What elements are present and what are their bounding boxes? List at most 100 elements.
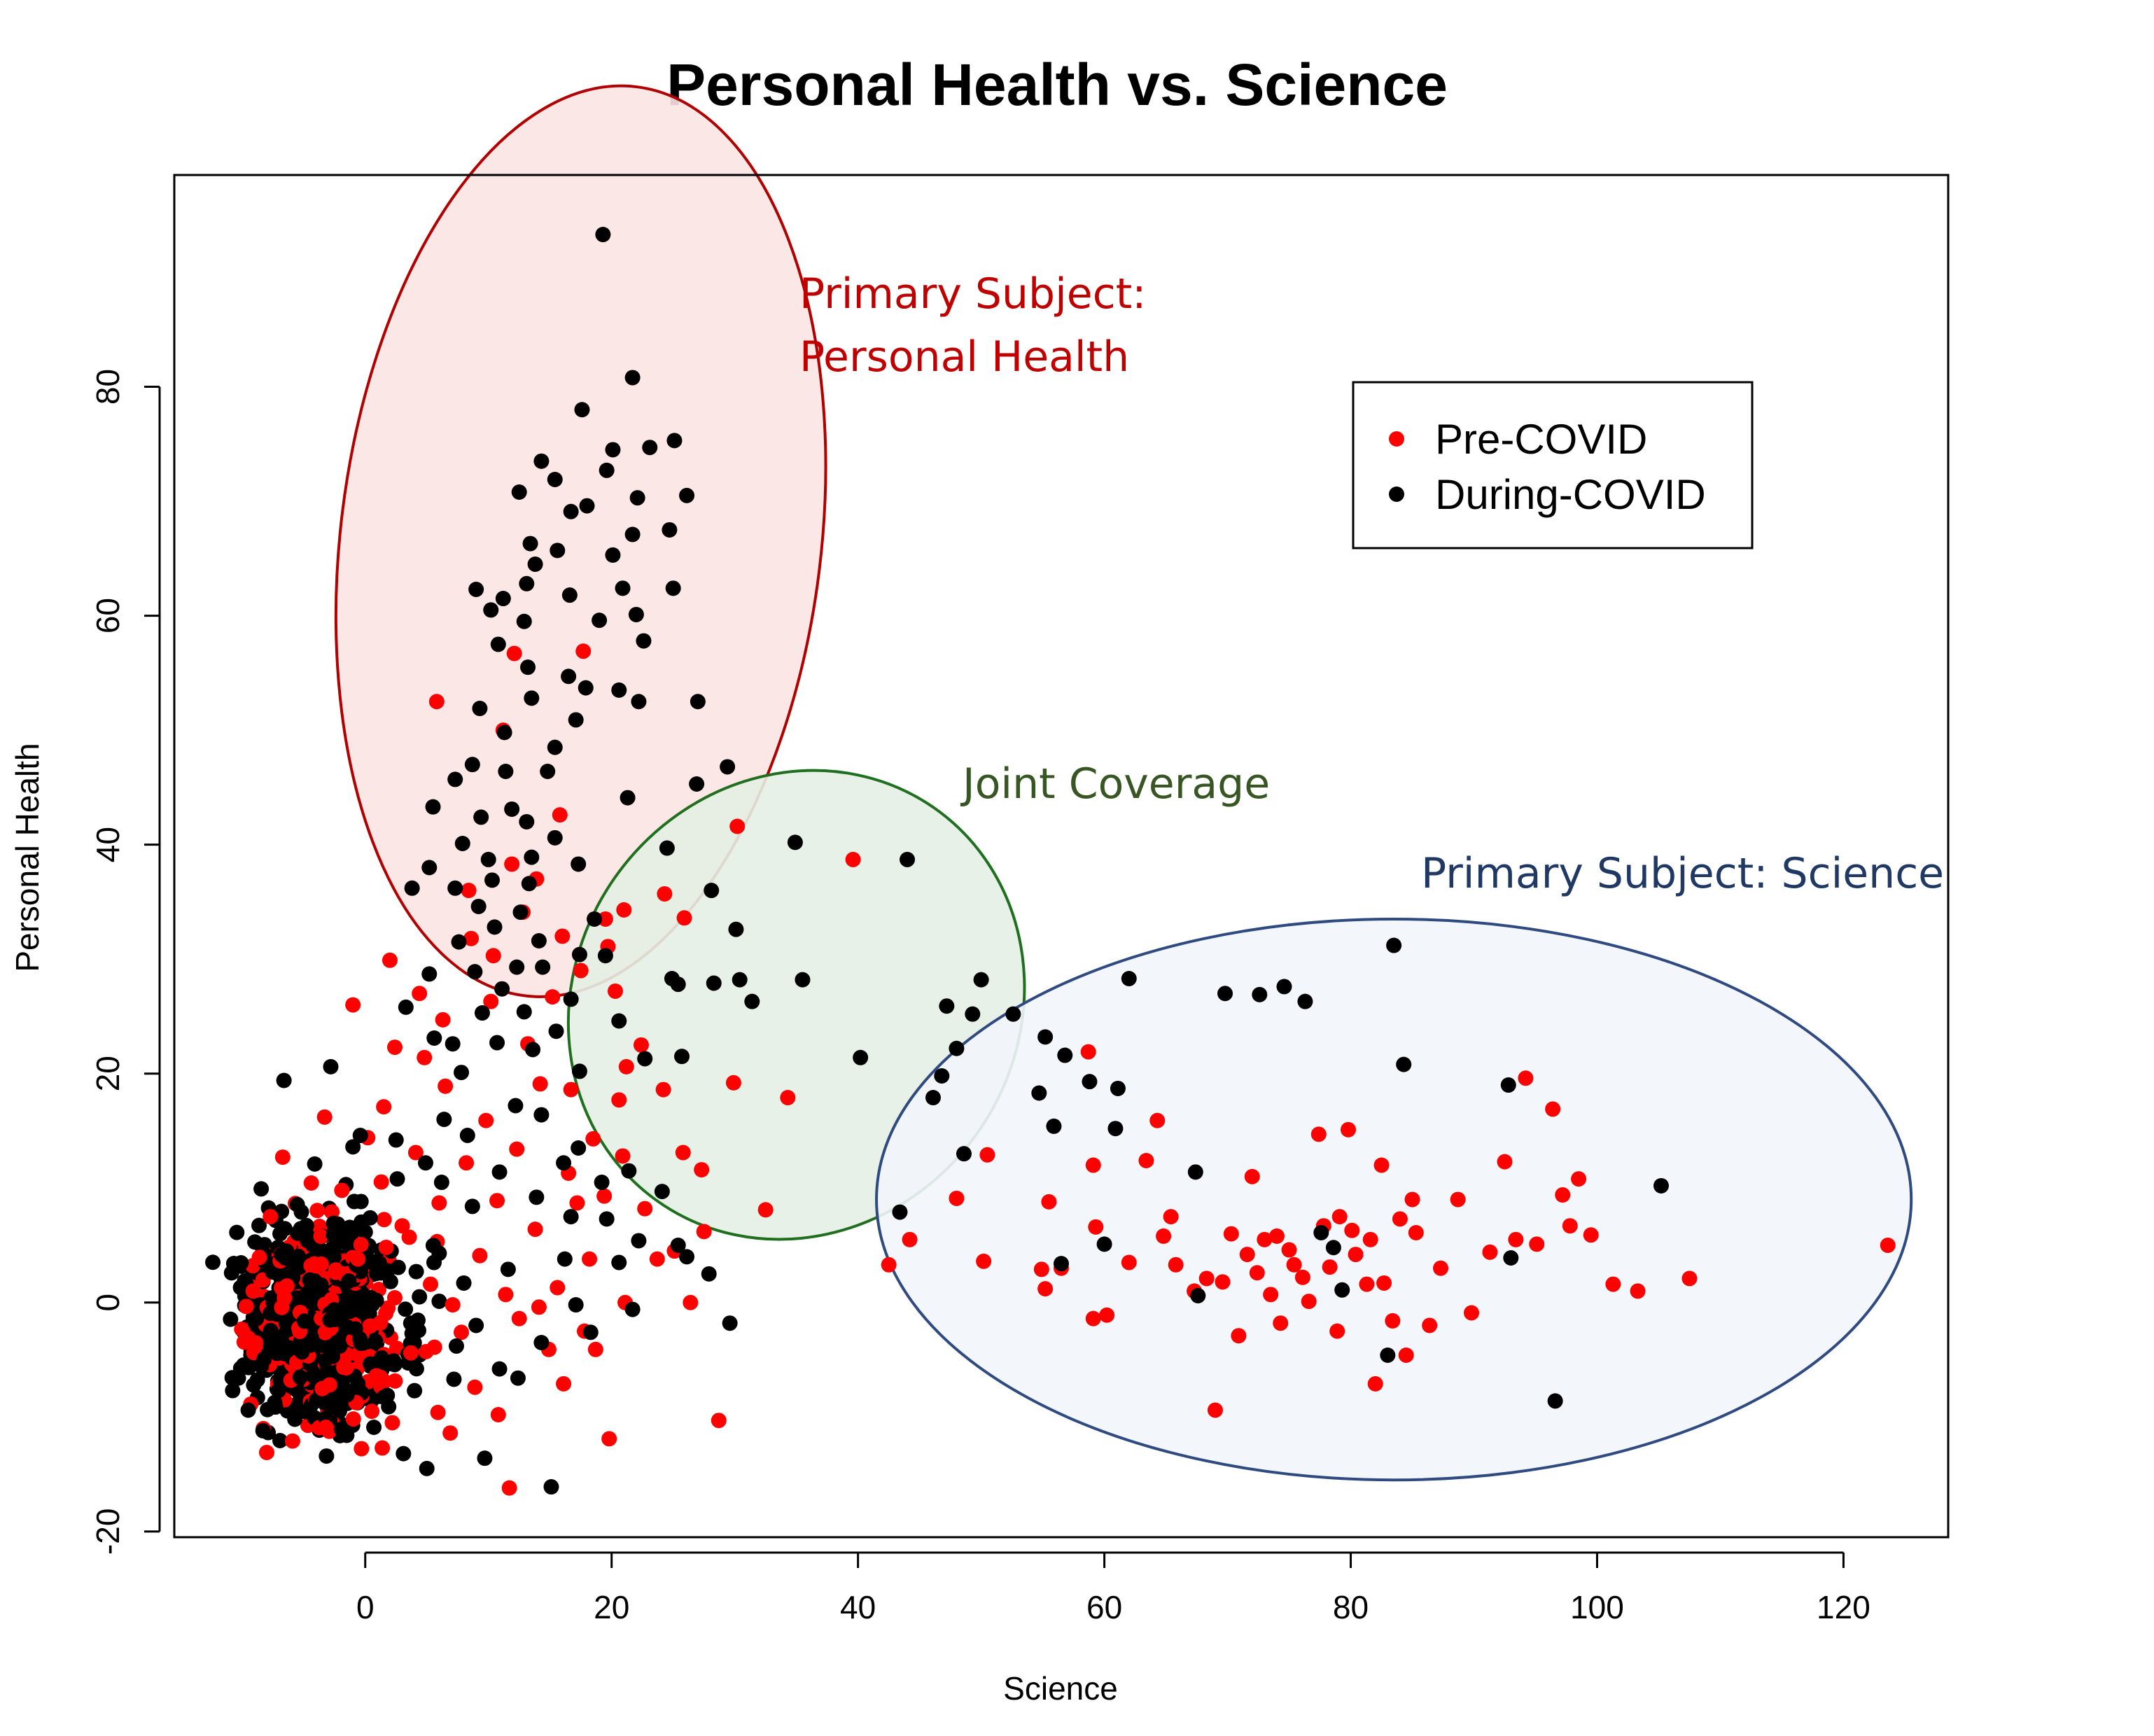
x-tick-label: 80 — [1333, 1589, 1369, 1625]
point-during-covid — [550, 542, 566, 559]
point-pre-covid — [655, 1082, 671, 1098]
point-during-covid — [654, 1184, 670, 1200]
point-cluster — [277, 1345, 293, 1362]
point-pre-covid — [611, 1092, 627, 1108]
point-pre-covid — [274, 1149, 291, 1166]
point-during-covid — [352, 1128, 368, 1144]
point-during-covid — [433, 1175, 449, 1191]
point-pre-covid — [1463, 1305, 1479, 1321]
point-during-covid — [1653, 1177, 1669, 1194]
point-during-covid — [524, 849, 540, 865]
point-during-covid — [445, 1036, 461, 1052]
annotation-joint-coverage: Joint Coverage — [960, 760, 1270, 808]
point-during-covid — [519, 575, 535, 592]
point-during-covid — [665, 580, 681, 596]
point-pre-covid — [1231, 1328, 1247, 1344]
point-cluster — [277, 1290, 293, 1306]
point-pre-covid — [509, 1141, 525, 1157]
point-during-covid — [629, 490, 645, 506]
point-during-covid — [1547, 1393, 1563, 1409]
point-during-covid — [535, 959, 551, 975]
point-during-covid — [689, 776, 705, 792]
point-during-covid — [1107, 1121, 1124, 1137]
point-during-covid — [599, 1211, 615, 1227]
point-cluster — [251, 1250, 267, 1266]
region-layer — [334, 84, 1913, 1482]
point-cluster — [272, 1432, 288, 1448]
point-cluster — [341, 1273, 357, 1289]
point-pre-covid — [1880, 1238, 1896, 1253]
point-during-covid — [500, 1261, 516, 1278]
region-ellipse-science — [875, 917, 1913, 1482]
point-pre-covid — [711, 1413, 727, 1429]
point-pre-covid — [376, 1099, 392, 1115]
point-during-covid — [787, 834, 803, 850]
point-pre-covid — [485, 948, 501, 964]
point-pre-covid — [979, 1147, 995, 1163]
point-during-covid — [744, 993, 760, 1009]
point-during-covid — [563, 503, 579, 519]
plot-frame — [173, 174, 1950, 1539]
point-during-covid — [533, 1107, 550, 1123]
point-during-covid — [276, 1072, 292, 1088]
point-pre-covid — [501, 1480, 517, 1496]
point-cluster — [229, 1224, 245, 1240]
point-during-covid — [412, 1289, 428, 1305]
point-during-covid — [386, 1353, 402, 1369]
point-during-covid — [543, 1479, 559, 1495]
point-pre-covid — [1367, 1376, 1383, 1392]
point-during-covid — [674, 1049, 690, 1065]
point-pre-covid — [1149, 1112, 1166, 1128]
point-cluster — [307, 1256, 323, 1272]
point-cluster — [298, 1217, 314, 1233]
point-pre-covid — [976, 1253, 992, 1269]
point-during-covid — [456, 1275, 472, 1291]
point-during-covid — [345, 1139, 361, 1155]
point-during-covid — [973, 972, 989, 988]
point-pre-covid — [1263, 1287, 1279, 1303]
point-cluster — [253, 1237, 269, 1253]
point-during-covid — [398, 999, 414, 1015]
point-pre-covid — [616, 902, 632, 918]
point-during-covid — [464, 1198, 480, 1214]
point-pre-covid — [563, 1082, 579, 1098]
point-pre-covid — [1257, 1231, 1273, 1247]
point-during-covid — [324, 1240, 340, 1256]
point-pre-covid — [1348, 1247, 1364, 1263]
point-during-covid — [425, 799, 441, 815]
point-pre-covid — [1244, 1168, 1260, 1184]
point-during-covid — [347, 1321, 363, 1337]
point-cluster — [302, 1337, 319, 1353]
point-pre-covid — [1207, 1402, 1223, 1418]
point-during-covid — [704, 883, 720, 899]
point-during-covid — [900, 851, 916, 867]
point-during-covid — [631, 694, 647, 710]
point-during-covid — [512, 904, 529, 920]
point-during-covid — [448, 1338, 464, 1354]
point-during-covid — [631, 1233, 647, 1249]
point-pre-covid — [1392, 1211, 1408, 1227]
point-cluster — [431, 1293, 447, 1309]
point-cluster — [278, 1315, 294, 1331]
point-during-covid — [578, 680, 594, 696]
point-during-covid — [595, 227, 611, 243]
point-during-covid — [571, 856, 587, 872]
point-during-covid — [670, 976, 686, 993]
point-during-covid — [547, 830, 563, 846]
point-during-covid — [498, 763, 514, 779]
point-pre-covid — [845, 851, 861, 867]
point-during-covid — [1037, 1029, 1054, 1045]
point-cluster — [253, 1181, 270, 1197]
point-pre-covid — [1085, 1157, 1101, 1173]
point-during-covid — [1313, 1225, 1329, 1241]
point-during-covid — [624, 370, 641, 386]
y-tick-label: 0 — [90, 1294, 126, 1312]
point-cluster — [238, 1298, 254, 1315]
point-during-covid — [431, 1245, 447, 1261]
point-during-covid — [662, 522, 678, 538]
point-during-covid — [720, 759, 736, 775]
point-cluster — [418, 1343, 434, 1359]
point-during-covid — [571, 946, 587, 962]
point-during-covid — [1082, 1074, 1098, 1090]
